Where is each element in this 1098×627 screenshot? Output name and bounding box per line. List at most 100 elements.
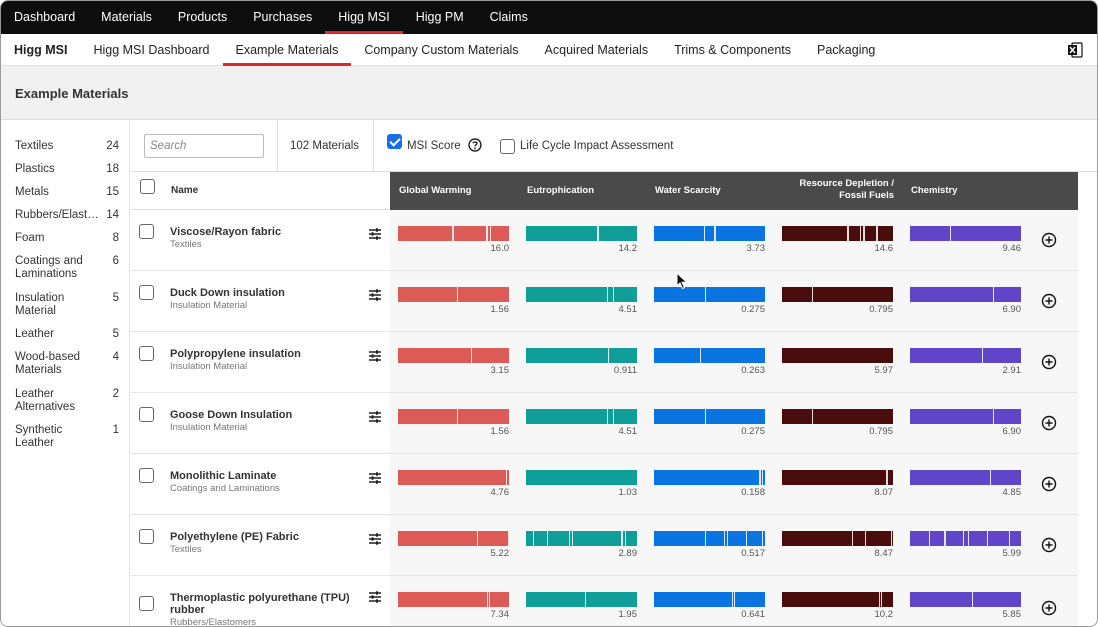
impact-bar-resource-depletion (782, 226, 893, 241)
sub-nav-company-custom-materials[interactable]: Company Custom Materials (364, 42, 519, 57)
add-material-icon[interactable] (1041, 415, 1057, 431)
adjust-sliders-icon[interactable] (368, 590, 382, 604)
row-select-checkbox[interactable] (139, 224, 154, 239)
impact-value-eutrophication: 4.51 (618, 304, 638, 315)
category-label: Leather Alternatives (15, 388, 76, 413)
top-nav-materials[interactable]: Materials (101, 10, 152, 24)
row-select-checkbox[interactable] (139, 285, 154, 300)
column-header-resource-depletion[interactable]: Resource Depletion / Fossil Fuels (799, 178, 895, 201)
add-material-icon[interactable] (1041, 293, 1057, 309)
sidebar-item-synthetic-leather[interactable]: Synthetic Leather 1 (15, 424, 119, 450)
bar-segment-divider (624, 531, 626, 546)
material-category: Textiles (170, 239, 202, 250)
material-name[interactable]: Duck Down insulation (170, 287, 285, 299)
sidebar-item-leather[interactable]: Leather 5 (15, 328, 119, 341)
adjust-sliders-icon[interactable] (368, 288, 382, 302)
material-category: Insulation Material (170, 422, 248, 433)
impact-bar-eutrophication (526, 592, 637, 607)
column-header-global-warming[interactable]: Global Warming (399, 185, 472, 196)
sub-nav-acquired-materials[interactable]: Acquired Materials (544, 42, 649, 57)
sub-nav-trims-components[interactable]: Trims & Components (674, 42, 791, 57)
sub-nav-msi-dashboard[interactable]: Higg MSI Dashboard (93, 42, 210, 57)
bar-segment-divider (811, 409, 814, 424)
material-name[interactable]: Polyethylene (PE) Fabric (170, 531, 299, 543)
row-select-checkbox[interactable] (139, 346, 154, 361)
table-row[interactable]: Duck Down insulation Insulation Material 1… (131, 271, 1078, 332)
sidebar-item-wood-based[interactable]: Wood-based Materials 4 (15, 351, 119, 377)
column-header-eutrophication[interactable]: Eutrophication (527, 185, 595, 196)
bar-segment-divider (607, 287, 609, 302)
table-row[interactable]: Polypropylene insulation Insulation Mater… (131, 332, 1078, 393)
bar-segment-divider (713, 226, 716, 241)
adjust-sliders-icon[interactable] (368, 471, 382, 485)
sub-nav-packaging[interactable]: Packaging (817, 42, 876, 57)
bar-segment-divider (485, 226, 487, 241)
help-icon[interactable] (468, 138, 482, 152)
row-select-checkbox[interactable] (139, 407, 154, 422)
sidebar-item-rubbers[interactable]: Rubbers/Elastomers14 (15, 209, 119, 222)
table-row[interactable]: Monolithic Laminate Coatings and Laminati… (131, 454, 1078, 515)
bar-segment-divider (456, 287, 459, 302)
impact-value-resource-depletion: 5.97 (874, 365, 894, 376)
sidebar-item-leather-alternatives[interactable]: Leather Alternatives 2 (15, 388, 119, 414)
impact-bar-global-warming (398, 226, 509, 241)
top-nav-higg-msi[interactable]: Higg MSI (325, 1, 404, 34)
adjust-sliders-icon[interactable] (368, 532, 382, 546)
add-material-icon[interactable] (1041, 600, 1057, 616)
material-name[interactable]: Goose Down Insulation (170, 409, 293, 421)
sidebar-item-insulation[interactable]: Insulation Material 5 (15, 292, 119, 318)
bar-segment-divider (886, 470, 888, 485)
add-material-icon[interactable] (1041, 232, 1057, 248)
row-select-checkbox[interactable] (139, 596, 154, 611)
impact-value-chemistry: 5.99 (1002, 548, 1022, 559)
table-header: Name Global Warming Eutrophication Water… (131, 172, 1078, 210)
material-name[interactable]: Monolithic Laminate (170, 470, 277, 482)
sub-nav-example-materials[interactable]: Example Materials (222, 34, 352, 66)
impact-value-water-scarcity: 0.263 (741, 365, 765, 376)
top-nav-claims[interactable]: Claims (489, 10, 528, 24)
adjust-sliders-icon[interactable] (368, 227, 382, 241)
sidebar-item-metals[interactable]: Metals 15 (15, 186, 119, 199)
table-row[interactable]: Goose Down Insulation Insulation Material… (131, 393, 1078, 454)
top-nav-dashboard[interactable]: Dashboard (14, 10, 76, 24)
impact-bar-eutrophication (526, 287, 637, 302)
material-name[interactable]: Viscose/Rayon fabric (170, 226, 282, 238)
sidebar-item-textiles[interactable]: Textiles 24 (15, 140, 119, 153)
adjust-sliders-icon[interactable] (368, 410, 382, 424)
bar-segment-divider (982, 348, 984, 363)
column-header-chemistry[interactable]: Chemistry (911, 185, 958, 196)
msi-score-checkbox[interactable] (387, 134, 402, 149)
row-select-checkbox[interactable] (139, 529, 154, 544)
adjust-sliders-icon[interactable] (368, 349, 382, 363)
impact-value-resource-depletion: 0.795 (869, 304, 893, 315)
bar-segment-divider (811, 287, 814, 302)
name-column-header[interactable]: Name (171, 185, 199, 196)
column-header-water-scarcity[interactable]: Water Scarcity (655, 185, 721, 196)
add-material-icon[interactable] (1041, 354, 1057, 370)
bar-segment-divider (986, 531, 988, 546)
category-count: 14 (106, 209, 119, 221)
impact-value-chemistry: 6.90 (1002, 304, 1022, 315)
excel-export-icon[interactable] (1067, 42, 1083, 58)
sidebar-item-plastics[interactable]: Plastics 18 (15, 163, 119, 176)
bar-segment-divider (880, 592, 882, 607)
add-material-icon[interactable] (1041, 476, 1057, 492)
row-select-checkbox[interactable] (139, 468, 154, 483)
category-count: 6 (112, 255, 119, 267)
table-row[interactable]: Thermoplastic polyurethane (TPU) rubber R… (131, 576, 1078, 626)
category-count: 2 (112, 388, 119, 400)
search-input[interactable] (144, 134, 264, 158)
material-name[interactable]: Thermoplastic polyurethane (TPU) rubber (170, 592, 350, 616)
table-row[interactable]: Polyethylene (PE) Fabric Textiles 5.22 2.89… (131, 515, 1078, 576)
sidebar-item-coatings[interactable]: Coatings and Laminations 6 (15, 255, 119, 281)
bar-segment-divider (471, 348, 473, 363)
top-nav-higg-pm[interactable]: Higg PM (415, 10, 464, 24)
lca-checkbox[interactable] (500, 139, 515, 154)
add-material-icon[interactable] (1041, 537, 1057, 553)
table-row[interactable]: Viscose/Rayon fabric Textiles 16.0 14.2 3.73… (131, 210, 1078, 271)
sidebar-item-foam[interactable]: Foam 8 (15, 232, 119, 245)
material-name[interactable]: Polypropylene insulation (170, 348, 301, 360)
top-nav-purchases[interactable]: Purchases (253, 10, 313, 24)
top-nav-products[interactable]: Products (177, 10, 228, 24)
select-all-checkbox[interactable] (140, 179, 155, 194)
